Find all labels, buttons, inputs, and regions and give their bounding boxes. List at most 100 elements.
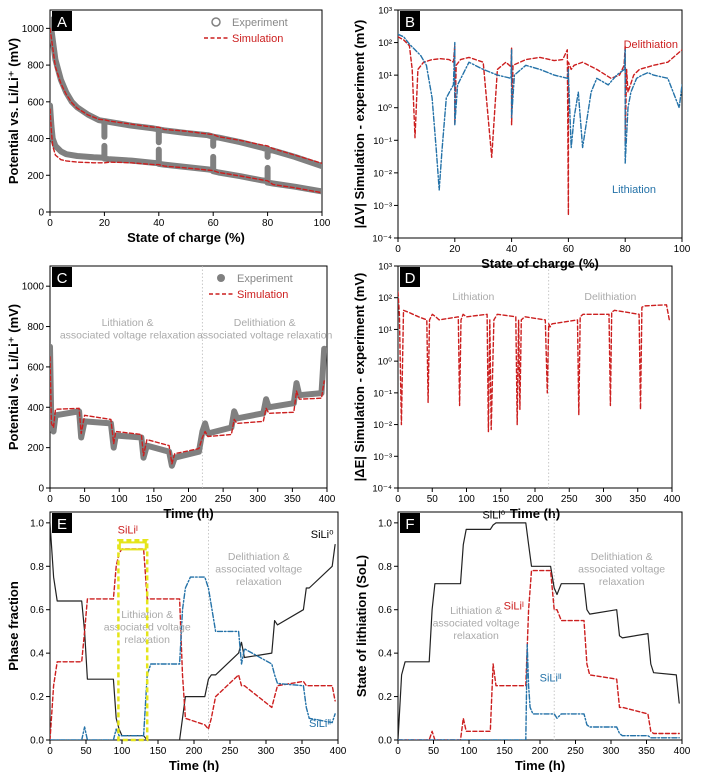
phase-label-sili0: SiLi⁰ xyxy=(482,510,505,522)
y-tick-label: 0.2 xyxy=(378,692,392,703)
y-tick-label: 10⁻² xyxy=(373,420,392,431)
y-tick-label: 10² xyxy=(378,38,392,49)
y-tick-label: 10⁻³ xyxy=(373,452,392,463)
y-tick-label: 10¹ xyxy=(378,71,392,82)
chart-panel-c: 0 50 100 150 200 250 300 350 4000200400600800100… xyxy=(6,266,336,521)
y-tick-label: 0.8 xyxy=(378,562,392,573)
annotation-delithiation: associated voltage relaxation xyxy=(197,330,333,342)
x-tick-label: 300 xyxy=(258,746,275,757)
annotation-lithiation: Lithiation xyxy=(452,291,494,303)
y-tick-label: 0.4 xyxy=(378,649,392,660)
x-tick-label: 350 xyxy=(294,746,311,757)
y-tick-label: 0 xyxy=(38,208,44,219)
y-tick-label: 10⁻⁴ xyxy=(372,234,392,245)
y-tick-label: 0.0 xyxy=(378,736,392,747)
y-tick-label: 10¹ xyxy=(378,325,392,336)
y-tick-label: 600 xyxy=(27,362,44,373)
x-tick-label: 80 xyxy=(262,218,274,229)
legend-label-simulation: Simulation xyxy=(237,289,288,301)
y-axis-label: Phase fraction xyxy=(6,581,21,671)
annotation-lithiation: associated voltage relaxation xyxy=(60,330,196,342)
legend-label-simulation: Simulation xyxy=(232,33,283,45)
x-tick-label: 20 xyxy=(99,218,111,229)
x-tick-label: 0 xyxy=(395,244,401,255)
x-axis-label: Time (h) xyxy=(163,506,213,521)
annotation-lithiation: Lithiation xyxy=(612,184,656,196)
panel-label: E xyxy=(57,516,67,533)
series-line-a-1 xyxy=(50,28,322,163)
y-tick-label: 0.4 xyxy=(30,649,44,660)
x-tick-label: 250 xyxy=(567,746,584,757)
annotation-lithiation: associated voltage xyxy=(433,618,520,630)
y-tick-label: 10³ xyxy=(378,6,392,17)
x-tick-label: 350 xyxy=(284,494,301,505)
x-tick-label: 250 xyxy=(561,494,578,505)
x-tick-label: 100 xyxy=(314,218,331,229)
x-tick-label: 350 xyxy=(638,746,655,757)
x-tick-label: 300 xyxy=(249,494,266,505)
annotation-lithiation: Lithiation & xyxy=(102,317,154,329)
series-group xyxy=(398,292,669,432)
series-group xyxy=(50,19,322,193)
x-tick-label: 200 xyxy=(532,746,549,757)
x-tick-label: 100 xyxy=(111,494,128,505)
annotation-lithiation: relaxation xyxy=(453,630,499,642)
x-tick-label: 50 xyxy=(80,746,92,757)
chart-panel-d: 0 50 100 150 200 250 300 350 40010⁻⁴10⁻³10⁻²10⁻¹… xyxy=(352,262,681,522)
series-line-e-2 xyxy=(50,577,335,740)
x-tick-label: 0 xyxy=(47,218,53,229)
x-tick-label: 300 xyxy=(595,494,612,505)
y-tick-label: 10⁰ xyxy=(378,357,393,368)
annotation-delithiation: associated voltage xyxy=(578,564,665,576)
x-tick-label: 400 xyxy=(674,746,691,757)
annotation-delithiation: Delithiation & xyxy=(591,551,653,563)
y-axis-label: |ΔV| Simulation - experiment (mV) xyxy=(352,20,367,229)
y-tick-label: 10⁻⁴ xyxy=(372,484,392,495)
x-axis-label: Time (h) xyxy=(169,758,219,772)
series-group xyxy=(50,347,324,466)
annotation-delithiation: associated voltage xyxy=(215,564,302,576)
y-tick-label: 200 xyxy=(27,443,44,454)
legend-label-experiment: Experiment xyxy=(237,273,293,285)
x-tick-label: 150 xyxy=(492,494,509,505)
chart-panel-e: 0 50 100 150 200 250 300 350 4000.00.20.40.60.81… xyxy=(6,512,347,772)
x-tick-label: 400 xyxy=(330,746,347,757)
annotation-delithiation: relaxation xyxy=(599,576,645,588)
legend: ExperimentSimulation xyxy=(204,17,288,45)
x-tick-label: 100 xyxy=(674,244,691,255)
annotation-delithiation: relaxation xyxy=(236,576,282,588)
y-tick-label: 1.0 xyxy=(378,518,392,529)
x-tick-label: 60 xyxy=(208,218,220,229)
x-tick-label: 250 xyxy=(222,746,239,757)
y-tick-label: 10² xyxy=(378,293,392,304)
y-tick-label: 800 xyxy=(27,61,44,72)
y-tick-label: 10⁻³ xyxy=(373,201,392,212)
y-tick-label: 10⁻¹ xyxy=(373,136,392,147)
x-tick-label: 0 xyxy=(395,746,401,757)
x-tick-label: 50 xyxy=(428,746,440,757)
x-tick-label: 150 xyxy=(150,746,167,757)
x-tick-label: 20 xyxy=(449,244,461,255)
annotation-lithiation: Lithiation & xyxy=(450,605,502,617)
phase-label-sili2: SiLiᴵᴵ xyxy=(309,718,331,730)
y-axis-label: Potential vs. Li/Li⁺ (mV) xyxy=(6,304,21,450)
x-tick-label: 200 xyxy=(527,494,544,505)
x-tick-label: 400 xyxy=(664,494,681,505)
annotation-delithiation: Delithiation xyxy=(624,39,678,51)
x-tick-label: 100 xyxy=(461,746,478,757)
y-tick-label: 800 xyxy=(27,322,44,333)
x-tick-label: 150 xyxy=(496,746,513,757)
x-tick-label: 100 xyxy=(458,494,475,505)
x-tick-label: 80 xyxy=(620,244,632,255)
y-tick-label: 0.8 xyxy=(30,562,44,573)
figure: 0 20 40 60 80 10002004006008001000State of ch… xyxy=(0,0,701,772)
y-tick-label: 400 xyxy=(27,403,44,414)
y-tick-label: 0.2 xyxy=(30,692,44,703)
x-tick-label: 40 xyxy=(153,218,165,229)
y-axis-label: |ΔE| Simulation - experiment (mV) xyxy=(352,273,367,482)
y-tick-label: 400 xyxy=(27,134,44,145)
annotation-delithiation: Delithiation & xyxy=(228,551,290,563)
y-axis-label: State of lithiation (SoL) xyxy=(354,555,369,697)
x-tick-label: 0 xyxy=(47,494,53,505)
